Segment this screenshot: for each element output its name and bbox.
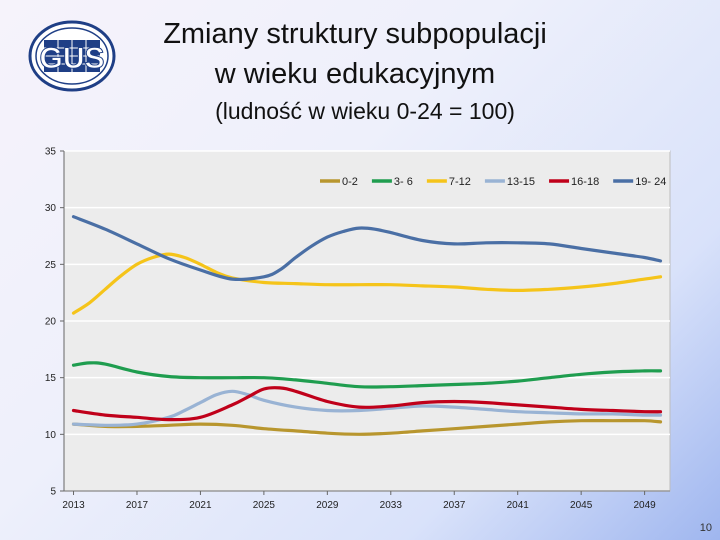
x-tick-label-2037: 2037 (443, 500, 466, 511)
x-tick-label-2013: 2013 (62, 500, 85, 511)
legend-label-4: 13-15 (507, 176, 535, 188)
gus-logo: GUS (28, 20, 116, 92)
legend-label-1: 0-2 (342, 176, 358, 188)
x-tick-label-2045: 2045 (570, 500, 593, 511)
legend: 0-2 3- 6 7-12 13-15 16-18 19- 24 (320, 176, 666, 188)
legend-label-5: 16-18 (571, 176, 599, 188)
legend-label-6: 19- 24 (635, 176, 666, 188)
y-tick-label-25: 25 (45, 260, 57, 271)
x-tick-label-2041: 2041 (507, 500, 530, 511)
legend-label-2: 3- 6 (394, 176, 413, 188)
page-subtitle: (ludność w wieku 0-24 = 100) (215, 98, 515, 124)
x-tick-label-2021: 2021 (189, 500, 212, 511)
y-tick-label-20: 20 (45, 317, 57, 328)
y-tick-label-30: 30 (45, 203, 57, 214)
series-line-5 (71, 386, 663, 422)
y-tick-label-35: 35 (45, 147, 57, 158)
legend-label-3: 7-12 (449, 176, 471, 188)
title-line-2: w wieku edukacyjnym (214, 58, 496, 90)
x-tick-label-2025: 2025 (253, 500, 276, 511)
y-tick-label-5: 5 (50, 487, 56, 498)
series-lines (71, 215, 663, 436)
x-tick-label-2033: 2033 (380, 500, 403, 511)
logo-text: GUS (39, 42, 104, 75)
x-tick-label-2049: 2049 (633, 500, 656, 511)
gus-logo-graphic: GUS (28, 20, 116, 92)
page-title: Zmiany struktury subpopulacji w wieku ed… (130, 14, 580, 94)
series-line-6 (71, 215, 663, 282)
y-tick-label-15: 15 (45, 373, 57, 384)
page-number: 10 (699, 522, 712, 534)
x-tick-label-2017: 2017 (126, 500, 149, 511)
x-tick-label-2029: 2029 (316, 500, 339, 511)
series-line-1 (71, 419, 663, 436)
series-line-4 (71, 389, 663, 427)
series-line-2 (71, 361, 663, 389)
y-tick-label-10: 10 (45, 430, 57, 441)
title-line-1: Zmiany struktury subpopulacji (163, 18, 547, 50)
series-line-3 (71, 252, 663, 315)
